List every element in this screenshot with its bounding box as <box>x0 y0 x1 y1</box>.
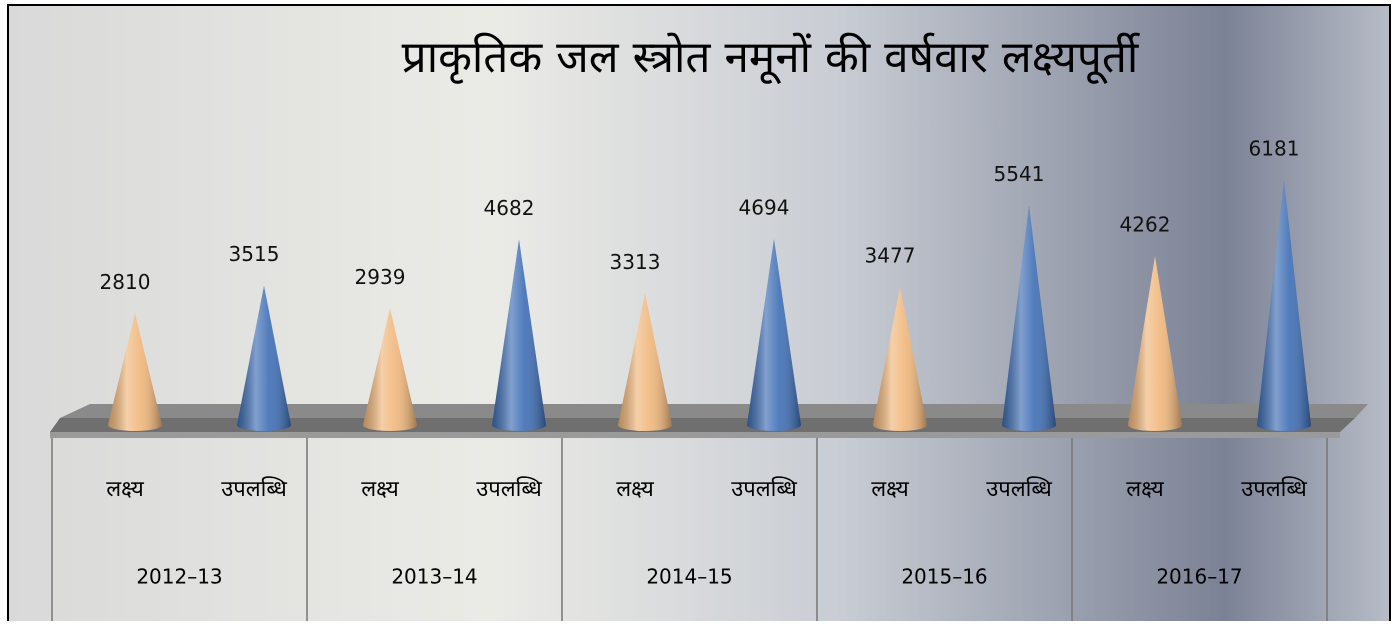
data-label: 6181 <box>1249 137 1300 161</box>
data-label: 3313 <box>610 250 661 274</box>
x-sub-label: उपलब्धि <box>986 476 1052 502</box>
cone-shade <box>363 308 417 431</box>
x-sub-label: उपलब्धि <box>731 476 797 502</box>
cone-shade <box>1257 180 1311 431</box>
cone-shade <box>618 293 672 431</box>
data-label: 4694 <box>739 195 790 219</box>
data-label: 2810 <box>100 270 151 294</box>
x-tick-label: 2012–13 <box>136 565 222 589</box>
data-label: 3477 <box>865 244 916 268</box>
x-sub-label: लक्ष्य <box>106 477 145 502</box>
cone-shade <box>237 285 291 431</box>
x-sub-label: लक्ष्य <box>616 477 655 502</box>
data-label: 2939 <box>355 265 406 289</box>
cone-shade <box>1128 256 1182 431</box>
floor-edge <box>50 432 1340 438</box>
x-sub-label: लक्ष्य <box>871 477 910 502</box>
x-sub-label: लक्ष्य <box>1126 477 1165 502</box>
x-tick-label: 2016–17 <box>1156 565 1242 589</box>
chart-title: प्राकृतिक जल स्त्रोत नमूनों की वर्षवार ल… <box>402 32 1141 85</box>
x-sub-label: उपलब्धि <box>1241 476 1307 502</box>
cone-shade <box>492 239 546 431</box>
x-sub-label: उपलब्धि <box>476 476 542 502</box>
x-tick-label: 2014–15 <box>646 565 732 589</box>
plot-background <box>7 4 1391 625</box>
data-label: 3515 <box>229 242 280 266</box>
data-label: 5541 <box>994 162 1045 186</box>
data-label: 4262 <box>1120 213 1171 237</box>
x-sub-label: लक्ष्य <box>361 477 400 502</box>
cone-shade <box>873 287 927 431</box>
x-sub-label: उपलब्धि <box>221 476 287 502</box>
data-label: 4682 <box>484 196 535 220</box>
cone-shade <box>747 238 801 431</box>
x-tick-label: 2015–16 <box>901 565 987 589</box>
x-tick-label: 2013–14 <box>391 565 477 589</box>
cone-shade <box>1002 205 1056 431</box>
cone-shade <box>108 313 162 431</box>
